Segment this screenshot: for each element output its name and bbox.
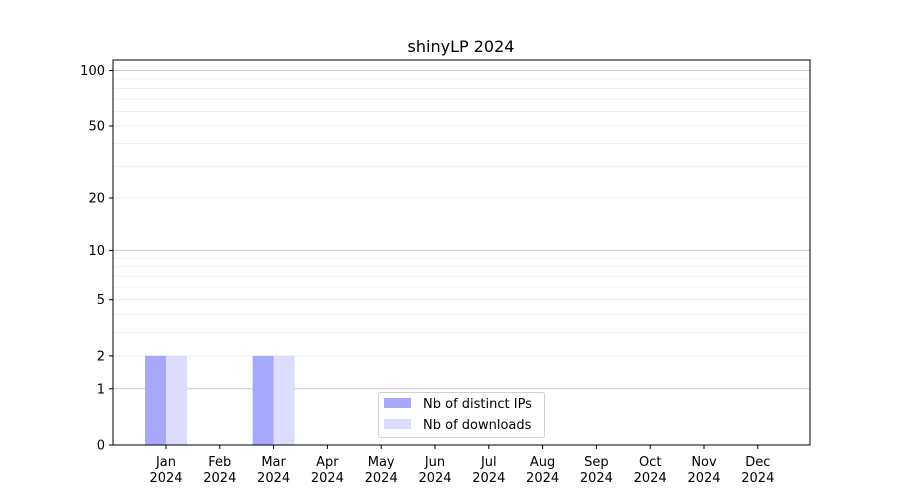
x-tick-label: Aug 2024	[526, 455, 559, 486]
x-tick-label-line: 2024	[149, 471, 182, 486]
y-tick-label: 50	[88, 119, 105, 134]
x-tick-label-line: Oct	[639, 455, 661, 470]
grid	[113, 70, 810, 390]
x-tick-label-line: May	[368, 455, 395, 470]
bar-downloads	[273, 355, 295, 445]
bar-distinct-ips	[252, 355, 274, 445]
x-tick-label: Jan 2024	[149, 455, 182, 486]
x-tick-label-line: 2024	[634, 471, 667, 486]
x-tick-label-line: Jun	[424, 455, 445, 470]
x-tick-label: Jun 2024	[418, 455, 451, 486]
x-tick-label: Nov 2024	[687, 455, 720, 486]
x-tick-label-line: Apr	[316, 455, 339, 470]
x-tick-label-line: 2024	[526, 471, 559, 486]
x-tick-label-line: Jan	[155, 455, 176, 470]
x-tick-label: Apr 2024	[311, 455, 344, 486]
legend-swatch	[384, 398, 411, 408]
legend-label: Nb of downloads	[423, 418, 532, 433]
y-tick-label: 5	[97, 293, 105, 308]
y-axis: 0 1 2 5 10 20 50 100	[80, 64, 113, 454]
x-tick-label-line: 2024	[257, 471, 290, 486]
y-tick-label: 2	[97, 349, 105, 364]
x-tick-label: Oct 2024	[634, 455, 667, 486]
chart-title: shinyLP 2024	[408, 37, 515, 56]
bars	[145, 355, 295, 445]
plot-frame	[112, 59, 811, 446]
x-tick-label-line: Aug	[530, 455, 555, 470]
y-tick-label: 10	[88, 244, 105, 259]
legend-label: Nb of distinct IPs	[423, 397, 532, 412]
x-tick-label-line: Sep	[584, 455, 609, 470]
x-tick-label-line: 2024	[580, 471, 613, 486]
x-tick-label-line: Feb	[208, 455, 231, 470]
legend-box	[378, 392, 545, 438]
x-tick-label-line: 2024	[203, 471, 236, 486]
x-tick-label-line: 2024	[741, 471, 774, 486]
x-tick-label-line: 2024	[311, 471, 344, 486]
x-tick-label-line: Mar	[261, 455, 286, 470]
legend-swatch	[384, 419, 411, 429]
y-tick-label: 100	[80, 64, 105, 79]
x-tick-label: Mar 2024	[257, 455, 290, 486]
x-tick-label-line: 2024	[472, 471, 505, 486]
bar-distinct-ips	[145, 355, 166, 445]
x-tick-label-line: Nov	[691, 455, 717, 470]
x-tick-label: Sep 2024	[580, 455, 613, 486]
legend: Nb of distinct IPs Nb of downloads	[378, 392, 545, 438]
x-tick-label: Dec 2024	[741, 455, 774, 486]
bar-downloads	[166, 355, 187, 445]
x-tick-label: Jul 2024	[472, 455, 505, 486]
x-tick-label: May 2024	[365, 455, 398, 486]
x-tick-label-line: 2024	[365, 471, 398, 486]
x-tick-label-line: 2024	[687, 471, 720, 486]
x-tick-label-line: 2024	[418, 471, 451, 486]
y-tick-label: 1	[97, 382, 105, 397]
x-tick-label: Feb 2024	[203, 455, 236, 486]
y-tick-label: 20	[88, 191, 105, 206]
y-tick-label: 0	[97, 439, 105, 454]
x-tick-label-line: Dec	[745, 455, 770, 470]
x-tick-label-line: Jul	[480, 455, 497, 470]
